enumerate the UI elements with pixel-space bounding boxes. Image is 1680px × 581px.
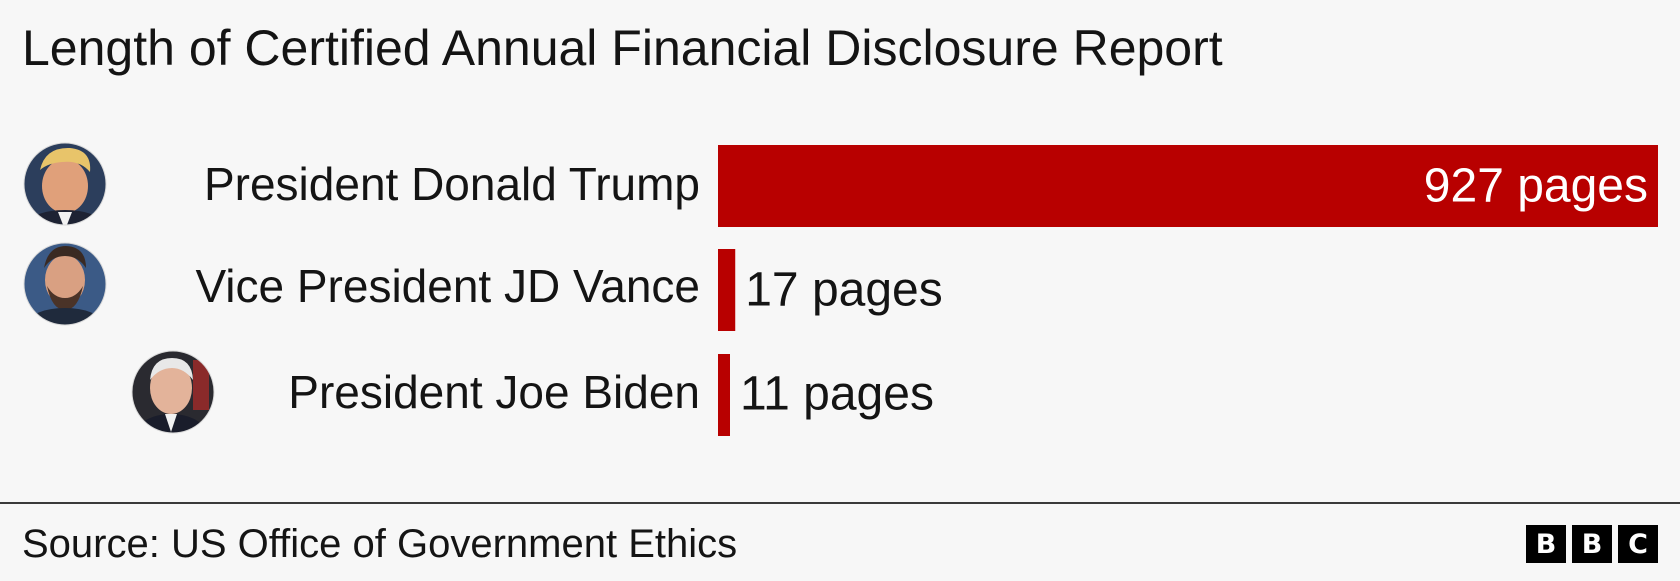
footer-divider bbox=[0, 502, 1680, 504]
data-label: 11 pages bbox=[740, 368, 934, 421]
biden-avatar bbox=[132, 351, 214, 433]
category-label: President Joe Biden bbox=[288, 366, 700, 418]
trump-avatar bbox=[24, 143, 106, 225]
category-label: President Donald Trump bbox=[204, 158, 700, 210]
bbc-logo-letter: C bbox=[1618, 525, 1658, 563]
source-note: Source: US Office of Government Ethics bbox=[22, 522, 738, 566]
bbc-logo-letter: B bbox=[1572, 525, 1612, 563]
bbc-logo: B B C bbox=[1526, 525, 1658, 563]
data-label: 927 pages bbox=[1424, 160, 1648, 213]
bar-trump bbox=[718, 145, 1658, 227]
chart-title: Length of Certified Annual Financial Dis… bbox=[22, 20, 1223, 76]
vance-avatar bbox=[24, 243, 106, 325]
data-label: 17 pages bbox=[745, 264, 943, 317]
bar-chart: President Donald Trump Vice President JD… bbox=[23, 142, 1658, 436]
bar-vance bbox=[718, 249, 736, 331]
bar-biden bbox=[718, 354, 730, 436]
bbc-logo-letter: B bbox=[1526, 525, 1566, 563]
category-label: Vice President JD Vance bbox=[195, 260, 700, 312]
